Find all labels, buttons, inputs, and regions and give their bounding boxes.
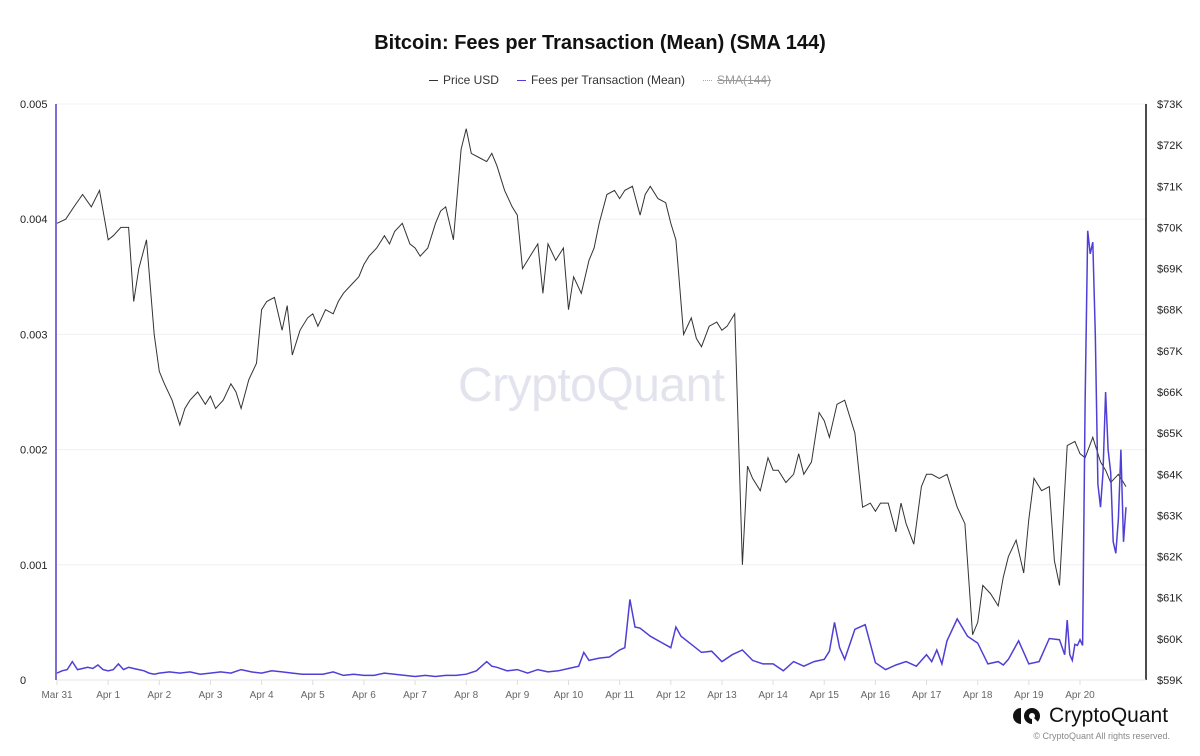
left-axis-tick: 0.003 xyxy=(20,329,48,341)
chart-title: Bitcoin: Fees per Transaction (Mean) (SM… xyxy=(374,32,826,54)
chart-legend: Price USD Fees per Transaction (Mean) SM… xyxy=(0,73,1200,87)
brand-name: CryptoQuant xyxy=(1049,704,1169,727)
left-axis-tick: 0.001 xyxy=(20,560,48,572)
right-axis-tick: $66K xyxy=(1157,387,1183,399)
right-axis-tick: $67K xyxy=(1157,346,1183,358)
right-axis-tick: $65K xyxy=(1157,428,1183,440)
right-axis-tick: $69K xyxy=(1157,264,1183,276)
right-axis-tick: $70K xyxy=(1157,222,1183,234)
x-axis-tick: Apr 17 xyxy=(912,690,942,701)
legend-item-price[interactable]: Price USD xyxy=(428,73,499,87)
x-axis-tick: Apr 2 xyxy=(147,690,171,701)
x-axis-tick: Apr 8 xyxy=(454,690,478,701)
legend-label: Fees per Transaction (Mean) xyxy=(530,73,686,87)
x-axis-tick: Apr 10 xyxy=(554,690,584,701)
legend-label: SMA(144) xyxy=(717,73,772,87)
right-axis-tick: $61K xyxy=(1157,593,1183,605)
price-usd-line xyxy=(56,128,1127,635)
brand-logo: CryptoQuant xyxy=(1013,704,1168,728)
right-axis-tick: $71K xyxy=(1157,181,1183,193)
price-line-swatch-icon xyxy=(428,79,438,81)
left-axis-tick: 0 xyxy=(20,675,26,687)
left-y-axis: 0 0.001 0.002 0.003 0.004 0.005 xyxy=(20,99,57,687)
x-axis-tick: Apr 5 xyxy=(301,690,325,701)
sma-line-swatch-icon xyxy=(703,79,713,81)
legend-label: Price USD xyxy=(442,73,499,87)
right-axis-tick: $59K xyxy=(1157,675,1183,687)
right-axis-tick: $73K xyxy=(1157,99,1183,111)
right-axis-tick: $62K xyxy=(1157,552,1183,564)
right-axis-tick: $64K xyxy=(1157,469,1183,481)
x-axis-tick: Apr 3 xyxy=(198,690,222,701)
x-axis-tick: Apr 15 xyxy=(810,690,840,701)
x-axis-tick: Apr 18 xyxy=(963,690,993,701)
fees-line-swatch-icon xyxy=(516,79,526,81)
x-axis-tick: Apr 11 xyxy=(605,690,634,701)
x-axis-tick: Apr 14 xyxy=(758,690,788,701)
x-axis-tick: Apr 13 xyxy=(707,690,737,701)
gridlines xyxy=(57,103,1146,566)
legend-item-fees[interactable]: Fees per Transaction (Mean) xyxy=(516,73,686,87)
x-axis-tick: Apr 7 xyxy=(403,690,427,701)
x-axis-tick: Apr 1 xyxy=(96,690,120,701)
x-axis-tick: Apr 19 xyxy=(1014,690,1044,701)
x-axis-tick: Apr 20 xyxy=(1065,690,1095,701)
x-axis-tick: Apr 4 xyxy=(250,690,274,701)
left-axis-tick: 0.002 xyxy=(20,445,48,457)
fees-per-transaction-line xyxy=(56,230,1127,678)
x-axis-tick: Apr 9 xyxy=(505,690,529,701)
right-y-axis: $59K $60K $61K $62K $63K $64K $65K $66K $67K $68K… xyxy=(1145,99,1183,687)
x-axis-tick: Apr 12 xyxy=(656,690,686,701)
right-axis-tick: $68K xyxy=(1157,305,1183,317)
x-axis: Mar 31 Apr 1 Apr 2 Apr 3 Apr 4 Apr 5 Apr 6 Apr … xyxy=(41,679,1146,701)
cryptoquant-logo-icon xyxy=(1013,708,1040,724)
right-axis-tick: $60K xyxy=(1157,634,1183,646)
left-axis-tick: 0.004 xyxy=(20,214,48,226)
x-axis-tick: Apr 6 xyxy=(352,690,376,701)
copyright-text: © CryptoQuant All rights reserved. xyxy=(1033,731,1170,741)
x-axis-tick: Mar 31 xyxy=(41,690,73,701)
right-axis-tick: $72K xyxy=(1157,140,1183,152)
right-axis-tick: $63K xyxy=(1157,510,1183,522)
left-axis-tick: 0.005 xyxy=(20,99,48,111)
legend-item-sma[interactable]: SMA(144) xyxy=(703,73,771,87)
x-axis-tick: Apr 16 xyxy=(861,690,891,701)
